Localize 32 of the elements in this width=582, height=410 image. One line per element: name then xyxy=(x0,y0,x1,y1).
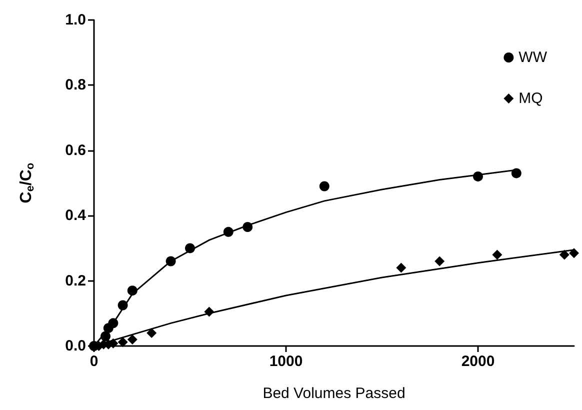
y-tick-label: 0.4 xyxy=(65,207,87,224)
point xyxy=(166,256,176,266)
point xyxy=(118,300,128,310)
point xyxy=(185,243,195,254)
y-axis-title: Ce/Co xyxy=(18,162,36,204)
point xyxy=(396,262,406,273)
point xyxy=(242,222,253,232)
x-tick-label: 1000 xyxy=(269,353,303,370)
point xyxy=(127,334,138,344)
point xyxy=(559,250,570,260)
y-tick-label: 0.2 xyxy=(65,272,86,290)
x-tick-label: 0 xyxy=(90,353,98,370)
point xyxy=(204,306,214,317)
point xyxy=(569,248,579,258)
point xyxy=(434,256,445,266)
y-tick-label: 1.0 xyxy=(65,12,86,28)
point xyxy=(223,226,234,237)
x-axis-title: Bed Volumes Passed xyxy=(262,385,406,402)
point xyxy=(492,250,502,260)
point xyxy=(319,181,330,192)
point xyxy=(146,328,157,338)
x-tick-label: 2000 xyxy=(461,353,495,370)
point xyxy=(511,168,522,178)
y-tick-label: 0.0 xyxy=(65,338,86,354)
point xyxy=(108,318,118,328)
y-tick-label: 0.8 xyxy=(65,76,86,94)
y-tick-label: 0.6 xyxy=(65,142,86,159)
legend-label: MQ xyxy=(518,90,543,107)
point xyxy=(127,286,138,296)
legend-label: WW xyxy=(518,49,548,66)
point xyxy=(118,337,128,348)
point xyxy=(473,171,483,182)
